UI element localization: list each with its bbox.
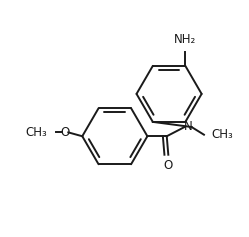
Text: N: N — [184, 120, 193, 133]
Text: CH₃: CH₃ — [25, 126, 47, 139]
Text: O: O — [61, 126, 70, 139]
Text: O: O — [164, 159, 173, 172]
Text: NH₂: NH₂ — [174, 33, 196, 46]
Text: CH₃: CH₃ — [212, 128, 234, 141]
